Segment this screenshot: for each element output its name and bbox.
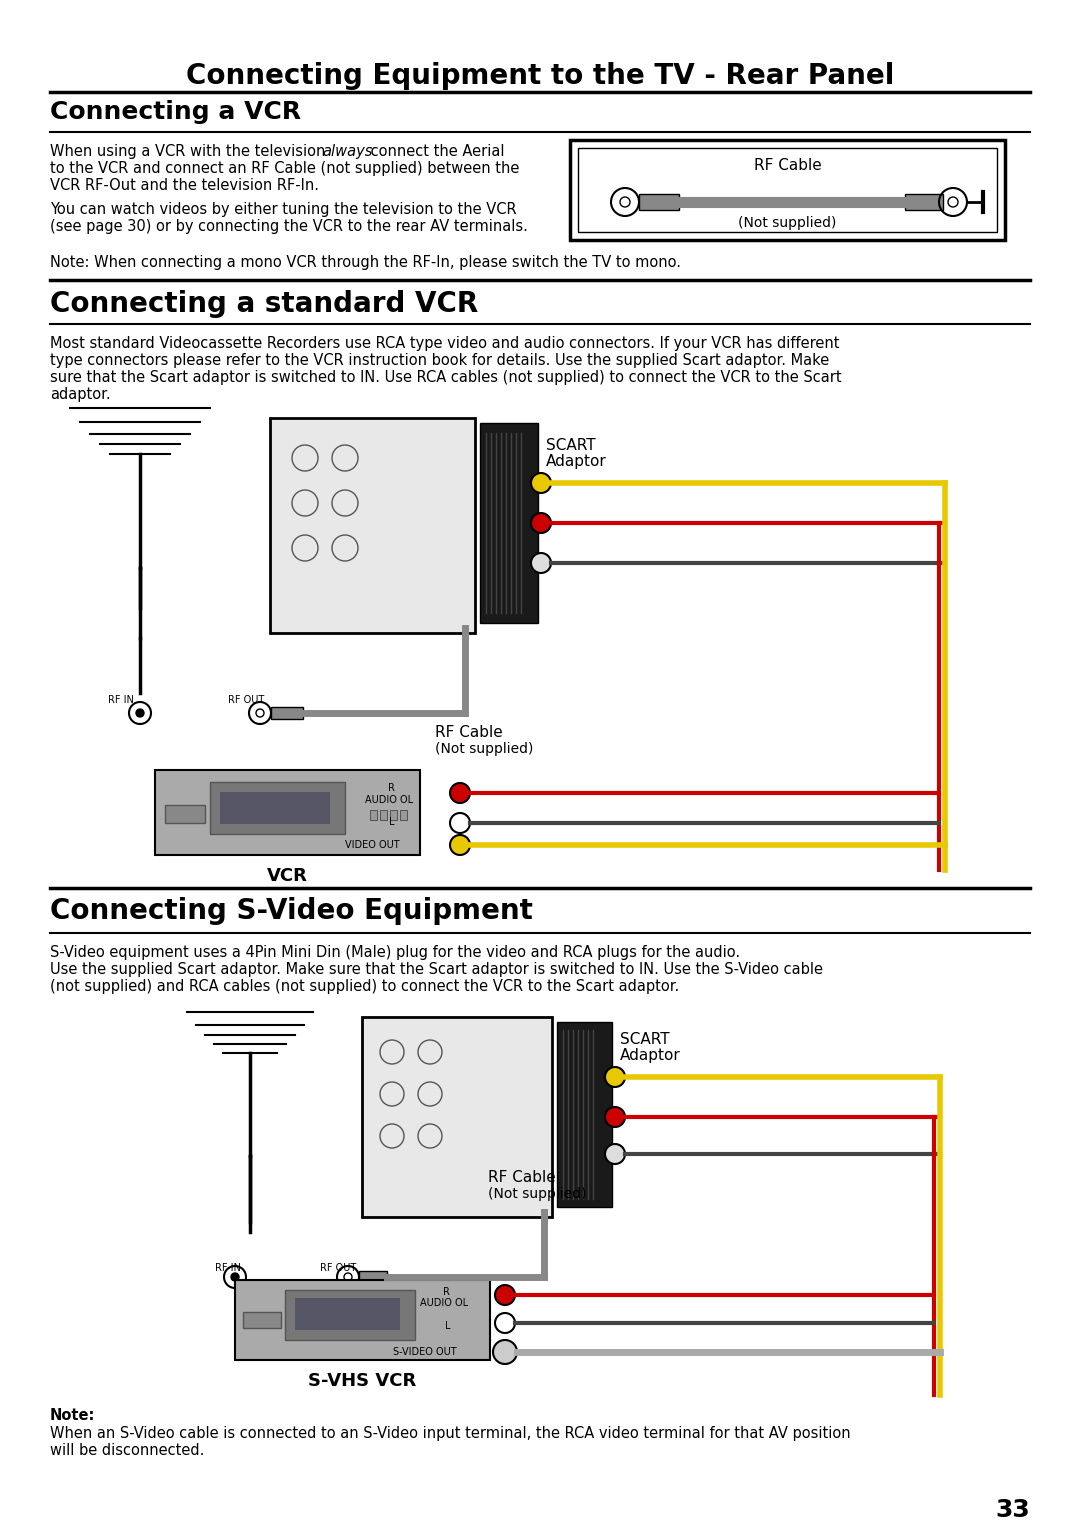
Bar <box>390 810 397 821</box>
Circle shape <box>605 1144 625 1164</box>
Text: VIDEO OUT: VIDEO OUT <box>345 840 400 850</box>
Bar <box>370 810 377 821</box>
Bar <box>362 1018 552 1216</box>
Text: RF OUT: RF OUT <box>320 1264 356 1273</box>
Bar <box>380 810 387 821</box>
Text: R: R <box>388 782 395 793</box>
Text: sure that the Scart adaptor is switched to IN. Use RCA cables (not supplied) to : sure that the Scart adaptor is switched … <box>50 370 841 385</box>
Text: Note:: Note: <box>50 1407 95 1423</box>
Bar <box>285 1290 415 1340</box>
Text: Connecting a VCR: Connecting a VCR <box>50 99 301 124</box>
Text: AUDIO OL: AUDIO OL <box>365 795 414 805</box>
Text: (not supplied) and RCA cables (not supplied) to connect the VCR to the Scart ada: (not supplied) and RCA cables (not suppl… <box>50 979 679 995</box>
Circle shape <box>495 1313 515 1332</box>
Bar <box>210 782 345 834</box>
Text: RF Cable: RF Cable <box>754 157 822 173</box>
Bar <box>156 770 420 856</box>
Bar <box>220 792 330 824</box>
Text: to the VCR and connect an RF Cable (not supplied) between the: to the VCR and connect an RF Cable (not … <box>50 160 519 176</box>
Text: RF OUT: RF OUT <box>228 695 265 704</box>
Text: Adaptor: Adaptor <box>546 454 607 469</box>
Bar <box>639 194 679 209</box>
Circle shape <box>136 709 144 717</box>
Bar <box>235 1280 490 1360</box>
Circle shape <box>531 474 551 494</box>
Bar <box>359 1271 387 1284</box>
Circle shape <box>450 813 470 833</box>
Text: Adaptor: Adaptor <box>620 1048 680 1063</box>
Text: S-VHS VCR: S-VHS VCR <box>309 1372 417 1390</box>
Text: RF Cable: RF Cable <box>488 1170 556 1186</box>
Bar <box>480 423 538 623</box>
Text: (Not supplied): (Not supplied) <box>739 215 837 231</box>
Text: Most standard Videocassette Recorders use RCA type video and audio connectors. I: Most standard Videocassette Recorders us… <box>50 336 839 351</box>
Circle shape <box>605 1067 625 1086</box>
Text: type connectors please refer to the VCR instruction book for details. Use the su: type connectors please refer to the VCR … <box>50 353 829 368</box>
Text: RF IN: RF IN <box>215 1264 241 1273</box>
Circle shape <box>450 782 470 804</box>
Text: (see page 30) or by connecting the VCR to the rear AV terminals.: (see page 30) or by connecting the VCR t… <box>50 219 528 234</box>
Circle shape <box>495 1285 515 1305</box>
Bar <box>400 810 407 821</box>
Circle shape <box>531 513 551 533</box>
Text: When an S-Video cable is connected to an S-Video input terminal, the RCA video t: When an S-Video cable is connected to an… <box>50 1426 851 1441</box>
Text: When using a VCR with the television: When using a VCR with the television <box>50 144 330 159</box>
Text: VCR: VCR <box>267 866 308 885</box>
Bar <box>271 707 303 720</box>
Text: Connecting S-Video Equipment: Connecting S-Video Equipment <box>50 897 532 924</box>
Text: SCART: SCART <box>620 1031 670 1047</box>
Circle shape <box>450 834 470 856</box>
Text: connect the Aerial: connect the Aerial <box>366 144 504 159</box>
Text: RF Cable: RF Cable <box>435 724 503 740</box>
Text: VCR RF-Out and the television RF-In.: VCR RF-Out and the television RF-In. <box>50 177 319 193</box>
Bar <box>578 148 997 232</box>
Text: S-VIDEO OUT: S-VIDEO OUT <box>393 1348 457 1357</box>
Text: Connecting a standard VCR: Connecting a standard VCR <box>50 290 478 318</box>
Bar <box>270 419 475 633</box>
Bar <box>295 1297 400 1329</box>
Text: AUDIO OL: AUDIO OL <box>420 1297 468 1308</box>
Text: L: L <box>390 817 395 827</box>
Text: Connecting Equipment to the TV - Rear Panel: Connecting Equipment to the TV - Rear Pa… <box>186 63 894 90</box>
Circle shape <box>605 1106 625 1128</box>
Text: You can watch videos by either tuning the television to the VCR: You can watch videos by either tuning th… <box>50 202 516 217</box>
Bar <box>165 805 205 824</box>
Text: L: L <box>445 1322 450 1331</box>
Text: Use the supplied Scart adaptor. Make sure that the Scart adaptor is switched to : Use the supplied Scart adaptor. Make sur… <box>50 963 823 976</box>
Text: always: always <box>322 144 373 159</box>
Text: SCART: SCART <box>546 439 596 452</box>
Text: (Not supplied): (Not supplied) <box>435 743 534 756</box>
Bar <box>570 141 1005 240</box>
Circle shape <box>492 1340 517 1365</box>
Text: will be disconnected.: will be disconnected. <box>50 1442 204 1458</box>
Text: RF IN: RF IN <box>108 695 134 704</box>
Text: Note: When connecting a mono VCR through the RF-In, please switch the TV to mono: Note: When connecting a mono VCR through… <box>50 255 681 270</box>
Text: (Not supplied): (Not supplied) <box>488 1187 586 1201</box>
Circle shape <box>531 553 551 573</box>
Circle shape <box>231 1273 239 1280</box>
Bar <box>557 1022 612 1207</box>
Text: S-Video equipment uses a 4Pin Mini Din (Male) plug for the video and RCA plugs f: S-Video equipment uses a 4Pin Mini Din (… <box>50 944 740 960</box>
Bar <box>243 1313 281 1328</box>
Text: R: R <box>443 1287 450 1297</box>
Bar <box>905 194 943 209</box>
Text: adaptor.: adaptor. <box>50 387 110 402</box>
Text: 33: 33 <box>996 1497 1030 1522</box>
